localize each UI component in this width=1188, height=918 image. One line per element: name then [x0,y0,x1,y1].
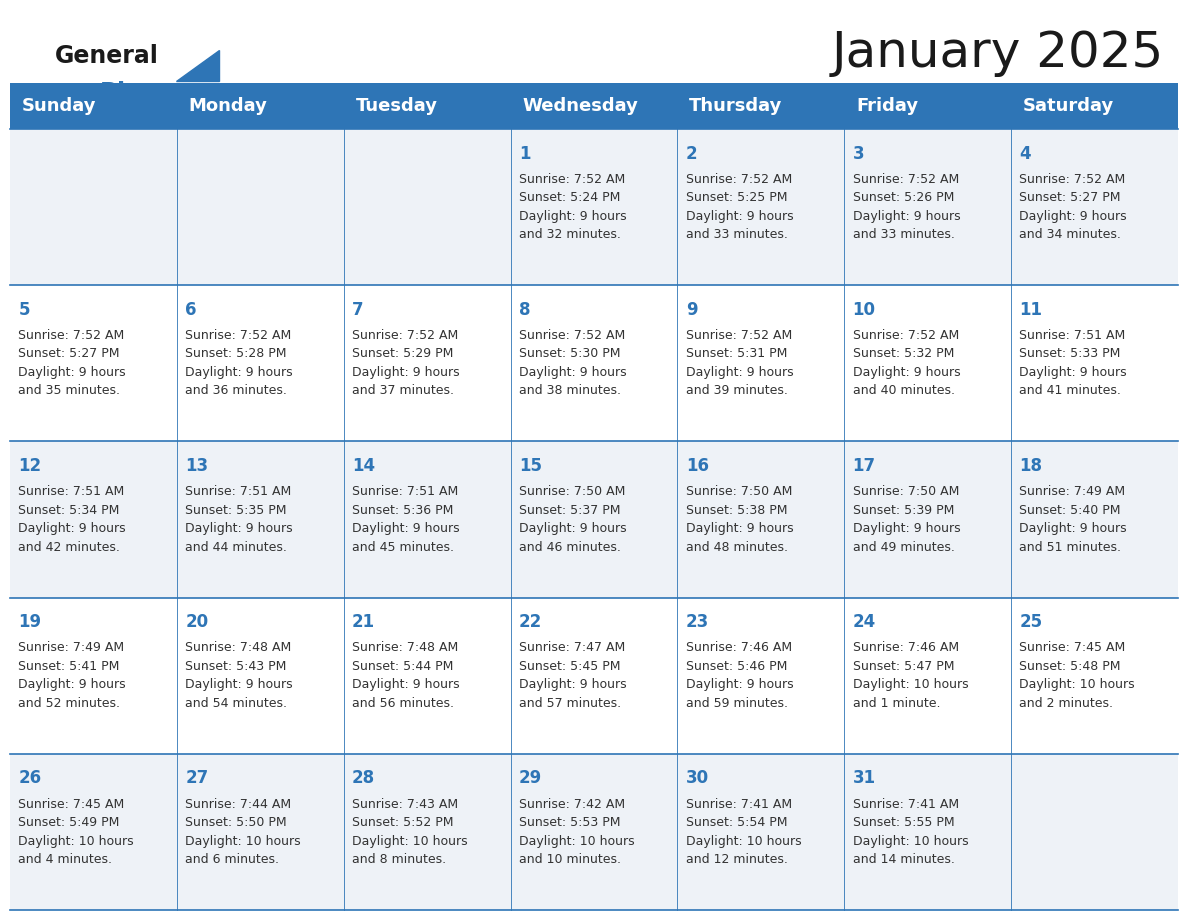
Text: 8: 8 [519,301,530,319]
Text: Sunrise: 7:52 AM
Sunset: 5:32 PM
Daylight: 9 hours
and 40 minutes.: Sunrise: 7:52 AM Sunset: 5:32 PM Dayligh… [853,329,960,397]
Text: 12: 12 [18,457,42,475]
Text: Sunrise: 7:50 AM
Sunset: 5:38 PM
Daylight: 9 hours
and 48 minutes.: Sunrise: 7:50 AM Sunset: 5:38 PM Dayligh… [685,485,794,554]
Text: 16: 16 [685,457,709,475]
Text: Tuesday: Tuesday [355,97,437,115]
Text: 7: 7 [352,301,364,319]
Text: Friday: Friday [857,97,918,115]
Text: 31: 31 [853,769,876,788]
Text: 13: 13 [185,457,208,475]
Text: General: General [55,44,159,68]
Text: 5: 5 [18,301,30,319]
Text: 20: 20 [185,613,208,632]
Text: Sunrise: 7:52 AM
Sunset: 5:26 PM
Daylight: 9 hours
and 33 minutes.: Sunrise: 7:52 AM Sunset: 5:26 PM Dayligh… [853,173,960,241]
Text: Wednesday: Wednesday [523,97,638,115]
Text: Sunrise: 7:49 AM
Sunset: 5:41 PM
Daylight: 9 hours
and 52 minutes.: Sunrise: 7:49 AM Sunset: 5:41 PM Dayligh… [18,642,126,710]
Text: 2: 2 [685,145,697,162]
Text: 1: 1 [519,145,530,162]
Text: Monday: Monday [189,97,267,115]
Text: Sunrise: 7:45 AM
Sunset: 5:48 PM
Daylight: 10 hours
and 2 minutes.: Sunrise: 7:45 AM Sunset: 5:48 PM Dayligh… [1019,642,1135,710]
Text: 9: 9 [685,301,697,319]
Text: 11: 11 [1019,301,1043,319]
Polygon shape [176,50,219,81]
Text: Sunrise: 7:52 AM
Sunset: 5:31 PM
Daylight: 9 hours
and 39 minutes.: Sunrise: 7:52 AM Sunset: 5:31 PM Dayligh… [685,329,794,397]
Text: Sunrise: 7:46 AM
Sunset: 5:46 PM
Daylight: 9 hours
and 59 minutes.: Sunrise: 7:46 AM Sunset: 5:46 PM Dayligh… [685,642,794,710]
Text: Sunrise: 7:50 AM
Sunset: 5:39 PM
Daylight: 9 hours
and 49 minutes.: Sunrise: 7:50 AM Sunset: 5:39 PM Dayligh… [853,485,960,554]
Text: Sunrise: 7:48 AM
Sunset: 5:43 PM
Daylight: 9 hours
and 54 minutes.: Sunrise: 7:48 AM Sunset: 5:43 PM Dayligh… [185,642,292,710]
Text: Sunrise: 7:52 AM
Sunset: 5:28 PM
Daylight: 9 hours
and 36 minutes.: Sunrise: 7:52 AM Sunset: 5:28 PM Dayligh… [185,329,292,397]
Text: Sunrise: 7:52 AM
Sunset: 5:27 PM
Daylight: 9 hours
and 35 minutes.: Sunrise: 7:52 AM Sunset: 5:27 PM Dayligh… [18,329,126,397]
Text: 30: 30 [685,769,709,788]
Text: 25: 25 [1019,613,1043,632]
Text: 27: 27 [185,769,208,788]
Text: 29: 29 [519,769,542,788]
Text: Sunrise: 7:52 AM
Sunset: 5:29 PM
Daylight: 9 hours
and 37 minutes.: Sunrise: 7:52 AM Sunset: 5:29 PM Dayligh… [352,329,460,397]
Text: Sunrise: 7:49 AM
Sunset: 5:40 PM
Daylight: 9 hours
and 51 minutes.: Sunrise: 7:49 AM Sunset: 5:40 PM Dayligh… [1019,485,1127,554]
Text: 19: 19 [18,613,42,632]
Text: 14: 14 [352,457,375,475]
Text: Saturday: Saturday [1023,97,1114,115]
Text: 26: 26 [18,769,42,788]
Text: Sunrise: 7:47 AM
Sunset: 5:45 PM
Daylight: 9 hours
and 57 minutes.: Sunrise: 7:47 AM Sunset: 5:45 PM Dayligh… [519,642,626,710]
Text: Sunrise: 7:51 AM
Sunset: 5:36 PM
Daylight: 9 hours
and 45 minutes.: Sunrise: 7:51 AM Sunset: 5:36 PM Dayligh… [352,485,460,554]
Text: Sunrise: 7:50 AM
Sunset: 5:37 PM
Daylight: 9 hours
and 46 minutes.: Sunrise: 7:50 AM Sunset: 5:37 PM Dayligh… [519,485,626,554]
Text: Sunrise: 7:51 AM
Sunset: 5:33 PM
Daylight: 9 hours
and 41 minutes.: Sunrise: 7:51 AM Sunset: 5:33 PM Dayligh… [1019,329,1127,397]
Text: Thursday: Thursday [689,97,783,115]
Text: Sunrise: 7:51 AM
Sunset: 5:35 PM
Daylight: 9 hours
and 44 minutes.: Sunrise: 7:51 AM Sunset: 5:35 PM Dayligh… [185,485,292,554]
Text: 10: 10 [853,301,876,319]
Text: Blue: Blue [100,81,159,105]
Text: 4: 4 [1019,145,1031,162]
Text: Sunrise: 7:42 AM
Sunset: 5:53 PM
Daylight: 10 hours
and 10 minutes.: Sunrise: 7:42 AM Sunset: 5:53 PM Dayligh… [519,798,634,866]
Text: Neochorion, Greece: Neochorion, Greece [930,119,1164,143]
Text: 3: 3 [853,145,864,162]
Text: 6: 6 [185,301,197,319]
Text: 18: 18 [1019,457,1043,475]
Text: Sunrise: 7:52 AM
Sunset: 5:25 PM
Daylight: 9 hours
and 33 minutes.: Sunrise: 7:52 AM Sunset: 5:25 PM Dayligh… [685,173,794,241]
Text: Sunrise: 7:45 AM
Sunset: 5:49 PM
Daylight: 10 hours
and 4 minutes.: Sunrise: 7:45 AM Sunset: 5:49 PM Dayligh… [18,798,134,866]
Text: Sunrise: 7:52 AM
Sunset: 5:27 PM
Daylight: 9 hours
and 34 minutes.: Sunrise: 7:52 AM Sunset: 5:27 PM Dayligh… [1019,173,1127,241]
Text: 28: 28 [352,769,375,788]
Text: Sunrise: 7:43 AM
Sunset: 5:52 PM
Daylight: 10 hours
and 8 minutes.: Sunrise: 7:43 AM Sunset: 5:52 PM Dayligh… [352,798,468,866]
Text: Sunrise: 7:41 AM
Sunset: 5:54 PM
Daylight: 10 hours
and 12 minutes.: Sunrise: 7:41 AM Sunset: 5:54 PM Dayligh… [685,798,802,866]
Text: 22: 22 [519,613,542,632]
Text: Sunrise: 7:52 AM
Sunset: 5:24 PM
Daylight: 9 hours
and 32 minutes.: Sunrise: 7:52 AM Sunset: 5:24 PM Dayligh… [519,173,626,241]
Text: 24: 24 [853,613,876,632]
Text: 23: 23 [685,613,709,632]
Text: Sunrise: 7:46 AM
Sunset: 5:47 PM
Daylight: 10 hours
and 1 minute.: Sunrise: 7:46 AM Sunset: 5:47 PM Dayligh… [853,642,968,710]
Text: 17: 17 [853,457,876,475]
Text: Sunrise: 7:44 AM
Sunset: 5:50 PM
Daylight: 10 hours
and 6 minutes.: Sunrise: 7:44 AM Sunset: 5:50 PM Dayligh… [185,798,301,866]
Text: Sunrise: 7:41 AM
Sunset: 5:55 PM
Daylight: 10 hours
and 14 minutes.: Sunrise: 7:41 AM Sunset: 5:55 PM Dayligh… [853,798,968,866]
Text: Sunrise: 7:48 AM
Sunset: 5:44 PM
Daylight: 9 hours
and 56 minutes.: Sunrise: 7:48 AM Sunset: 5:44 PM Dayligh… [352,642,460,710]
Text: 21: 21 [352,613,375,632]
Text: January 2025: January 2025 [832,28,1164,77]
Text: Sunrise: 7:52 AM
Sunset: 5:30 PM
Daylight: 9 hours
and 38 minutes.: Sunrise: 7:52 AM Sunset: 5:30 PM Dayligh… [519,329,626,397]
Text: Sunrise: 7:51 AM
Sunset: 5:34 PM
Daylight: 9 hours
and 42 minutes.: Sunrise: 7:51 AM Sunset: 5:34 PM Dayligh… [18,485,126,554]
Text: 15: 15 [519,457,542,475]
Text: Sunday: Sunday [21,97,96,115]
